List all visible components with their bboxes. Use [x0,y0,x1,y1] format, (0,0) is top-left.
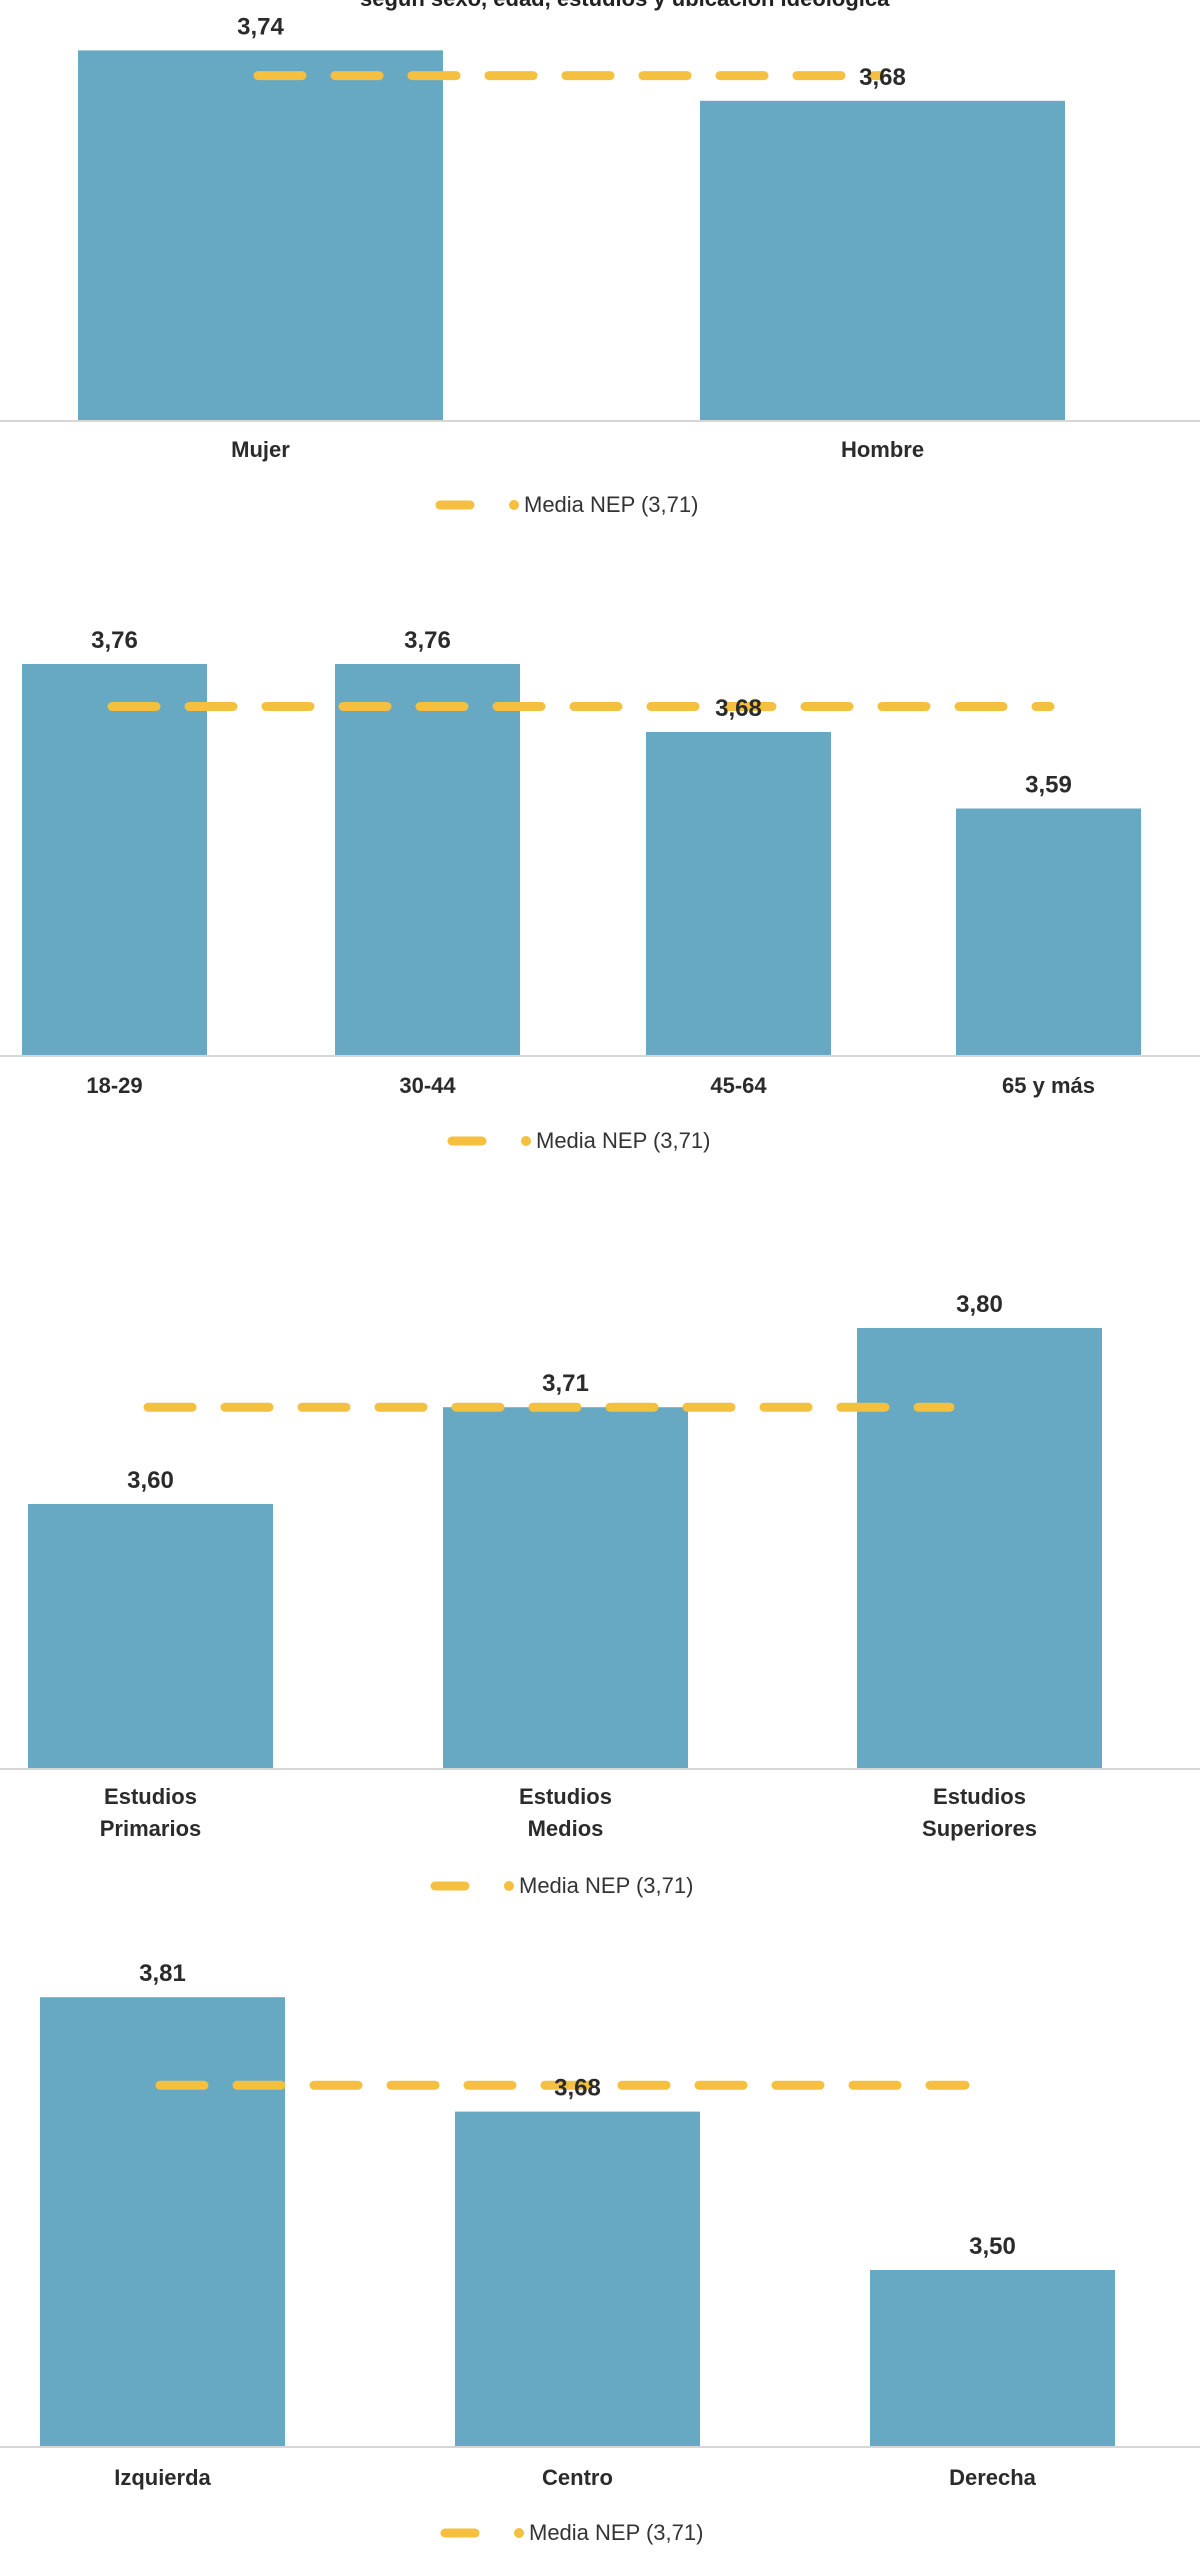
bar-chart-4: 3,81 3,68 3,50 Izquierda Centro Derecha Media … [0,1960,1200,2545]
category-label: Estudios [933,1784,1026,1809]
legend-label: Media NEP (3,71) [524,492,698,517]
category-label: Mujer [231,437,290,462]
data-label: 3,59 [1025,772,1072,799]
category-label: Medios [528,1816,604,1841]
data-label: 3,68 [554,2075,601,2102]
data-label: 3,68 [859,64,906,91]
legend-dot-icon [514,2528,524,2538]
data-label: 3,71 [542,1370,589,1397]
legend-dot-icon [504,1881,514,1891]
category-label: Centro [542,2465,613,2490]
bar-chart-2: 3,76 3,76 3,68 3,59 18-29 30-44 45-64 65 y más M… [0,627,1200,1153]
bar [646,732,831,1055]
category-label: 18-29 [86,1073,142,1098]
category-label: Primarios [100,1816,202,1841]
category-label: 45-64 [710,1073,767,1098]
bar [956,808,1141,1055]
bar [455,2111,700,2446]
category-label: 30-44 [399,1073,456,1098]
data-label: 3,74 [237,13,284,40]
category-label: Derecha [949,2465,1037,2490]
page-title-fragment: según sexo, edad, estudios y ubicación i… [360,0,1200,12]
category-label: Superiores [922,1816,1037,1841]
data-label: 3,76 [91,627,138,654]
category-label: 65 y más [1002,1073,1095,1098]
legend-dot-icon [509,500,519,510]
bar [40,1997,285,2446]
data-label: 3,50 [969,2233,1016,2260]
category-label: Estudios [104,1784,197,1809]
legend: Media NEP (3,71) [430,1873,693,1898]
legend-label: Media NEP (3,71) [519,1873,693,1898]
bar [335,664,520,1055]
bar [870,2270,1115,2446]
bar [700,100,1065,421]
data-label: 3,68 [715,695,762,722]
category-label: Hombre [841,437,924,462]
legend-label: Media NEP (3,71) [529,2520,703,2545]
category-label: Estudios [519,1784,612,1809]
data-label: 3,80 [956,1291,1003,1318]
legend: Media NEP (3,71) [447,1128,710,1153]
legend-dot-icon [521,1136,531,1146]
data-label: 3,60 [127,1467,174,1494]
bar [443,1407,688,1768]
data-label: 3,81 [139,1960,186,1987]
bar [857,1328,1102,1768]
bar [78,50,443,421]
legend: Media NEP (3,71) [440,2520,703,2545]
bar [28,1504,273,1768]
data-label: 3,76 [404,627,451,654]
legend-label: Media NEP (3,71) [536,1128,710,1153]
legend: Media NEP (3,71) [435,492,698,517]
category-label: Izquierda [114,2465,211,2490]
bar-chart-1: 3,74 3,68 Mujer Hombre Media NEP (3,71) [0,13,1200,517]
bar [22,664,207,1055]
bar-chart-3: 3,60 3,71 3,80 Estudios Primarios Estudios Med… [0,1291,1200,1898]
